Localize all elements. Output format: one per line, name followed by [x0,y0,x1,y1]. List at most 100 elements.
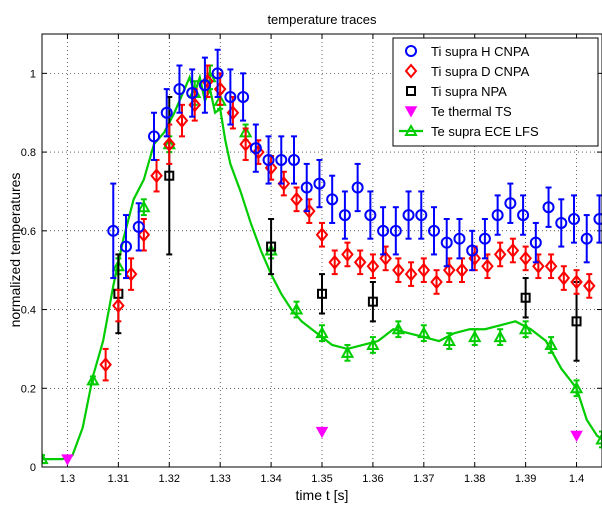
data-point [315,426,329,439]
data-point [415,209,428,222]
errorbar [319,273,325,315]
errorbar [405,190,412,240]
errorbar [303,162,310,213]
errorbar [408,261,415,287]
x-tick-label: 1.34 [260,473,281,485]
errorbar [522,277,529,319]
data-point [417,262,431,278]
data-point [338,209,351,222]
data-point [211,67,224,80]
errorbar [293,186,300,213]
data-point [364,209,377,222]
errorbar [291,135,297,185]
errorbar [278,135,285,185]
data-point [478,232,491,245]
data-point [224,90,237,103]
data-point [367,296,378,307]
data-point [61,454,74,466]
legend-entry: Te supra ECE LFS [399,123,539,139]
errorbar [331,249,338,276]
x-tick-label: 1.32 [159,473,180,485]
errorbar [357,249,364,276]
data-point [86,373,100,386]
data-point [402,209,415,222]
errorbar [481,218,488,260]
data-point [442,262,456,278]
data-point [249,142,262,155]
legend-label: Ti supra NPA [431,84,507,99]
data-point [466,244,479,257]
legend-label: Ti supra D CNPA [431,64,530,79]
legend-marker [404,106,418,118]
data-point [239,136,252,152]
errorbar [367,190,374,240]
errorbar [135,202,142,252]
data-point [340,345,355,358]
data-point [569,381,584,394]
data-point [160,106,173,119]
y-tick-label: 0.8 [21,147,36,159]
x-tick-label: 1.35 [311,473,332,485]
legend-entry: Te thermal TS [404,104,512,119]
data-point [313,177,326,190]
legend-marker [404,123,418,136]
errorbar [102,347,109,382]
errorbar [497,241,504,268]
errorbar [201,56,208,114]
data-point [328,254,342,270]
errorbar [395,257,402,283]
errorbar [344,241,351,268]
data-point [557,270,571,286]
data-point [317,288,327,299]
chart-title: temperature traces [267,12,377,27]
data-point [468,330,482,343]
errorbar [176,64,183,114]
data-point [506,242,520,259]
data-point [595,432,602,445]
y-tick-label: 0 [30,462,36,474]
data-point [377,224,390,237]
x-tick-label: 1.4 [569,473,584,485]
x-tick-label: 1.37 [413,473,434,485]
legend-entry: Ti supra NPA [406,84,507,99]
data-point [493,246,507,262]
data-point [542,201,555,214]
data-point [290,191,303,207]
errorbar [151,111,157,161]
data-point [175,113,189,129]
errorbar [520,194,527,236]
data-point [173,83,186,96]
errorbar [573,269,580,295]
legend-label: Ti supra H CNPA [431,44,530,59]
data-point [455,262,469,278]
errorbar [163,88,170,138]
data-point [137,227,151,243]
data-point [366,337,380,350]
data-point [379,250,392,266]
legend-label: Te thermal TS [431,104,512,119]
errorbar [242,127,249,161]
errorbar [354,162,361,213]
data-point [481,258,494,274]
y-tick-label: 1 [30,68,36,80]
data-point [341,246,354,262]
data-point [417,326,431,339]
data-point [520,292,531,303]
data-point [99,357,112,373]
errorbar [586,273,593,299]
y-axis-label: normalized temperatures [7,173,23,328]
data-point [568,213,580,226]
errorbar [509,237,516,264]
data-point [570,430,583,443]
data-point [262,153,275,166]
errorbar [240,72,247,122]
errorbar [469,229,476,272]
errorbar [115,288,122,323]
data-point [440,236,453,249]
data-point [555,216,568,229]
data-point [150,168,163,184]
errorbar [494,194,501,236]
data-point [430,274,443,290]
errorbar [265,135,272,185]
legend-entry: Ti supra H CNPA [405,44,530,59]
